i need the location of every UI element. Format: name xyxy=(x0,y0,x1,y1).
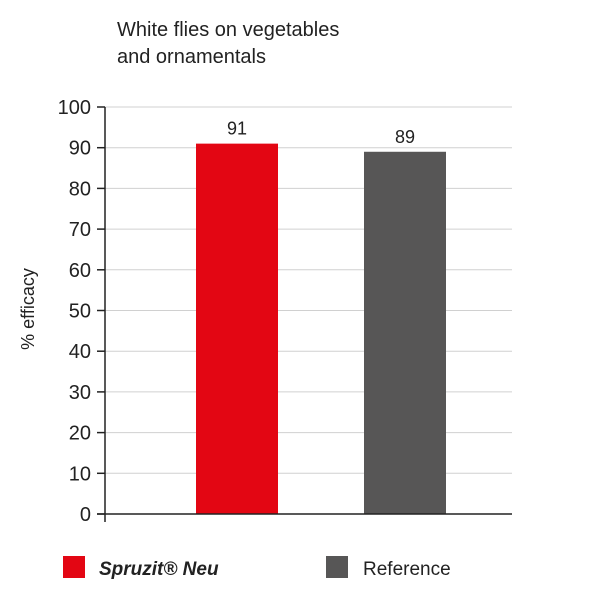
legend: Spruzit® Neu Reference xyxy=(63,556,451,580)
bar-reference xyxy=(364,151,446,514)
y-tick-label: 30 xyxy=(69,382,91,404)
legend-label: Spruzit® Neu xyxy=(99,559,219,580)
bar-value-label: 89 xyxy=(395,127,415,147)
chart-title: White flies on vegetables and ornamental… xyxy=(117,19,339,68)
chart-title-line-1: White flies on vegetables xyxy=(117,19,339,41)
legend-label: Reference xyxy=(363,559,451,580)
y-tick-label: 80 xyxy=(69,178,91,200)
y-tick-label: 40 xyxy=(69,341,91,363)
y-tick-label: 20 xyxy=(69,423,91,445)
legend-swatch xyxy=(63,556,85,578)
chart-title-line-2: and ornamentals xyxy=(117,46,266,68)
y-tick-label: 10 xyxy=(69,463,91,485)
y-axis-label: % efficacy xyxy=(18,268,38,350)
y-tick-label: 50 xyxy=(69,301,91,323)
y-tick-label: 60 xyxy=(69,260,91,282)
bar-spruzit-neu xyxy=(196,143,278,514)
y-tick-label: 70 xyxy=(69,219,91,241)
gridlines xyxy=(105,106,512,474)
y-tick-label: 0 xyxy=(80,504,91,526)
legend-swatch xyxy=(326,556,348,578)
bar-value-label: 91 xyxy=(227,119,247,139)
y-tick-label: 100 xyxy=(58,97,91,119)
y-axis-ticks: 0 10 20 30 40 50 60 70 80 90 100 xyxy=(58,97,105,526)
y-tick-label: 90 xyxy=(69,138,91,160)
bars: 91 89 xyxy=(196,119,446,514)
axes xyxy=(97,107,512,522)
